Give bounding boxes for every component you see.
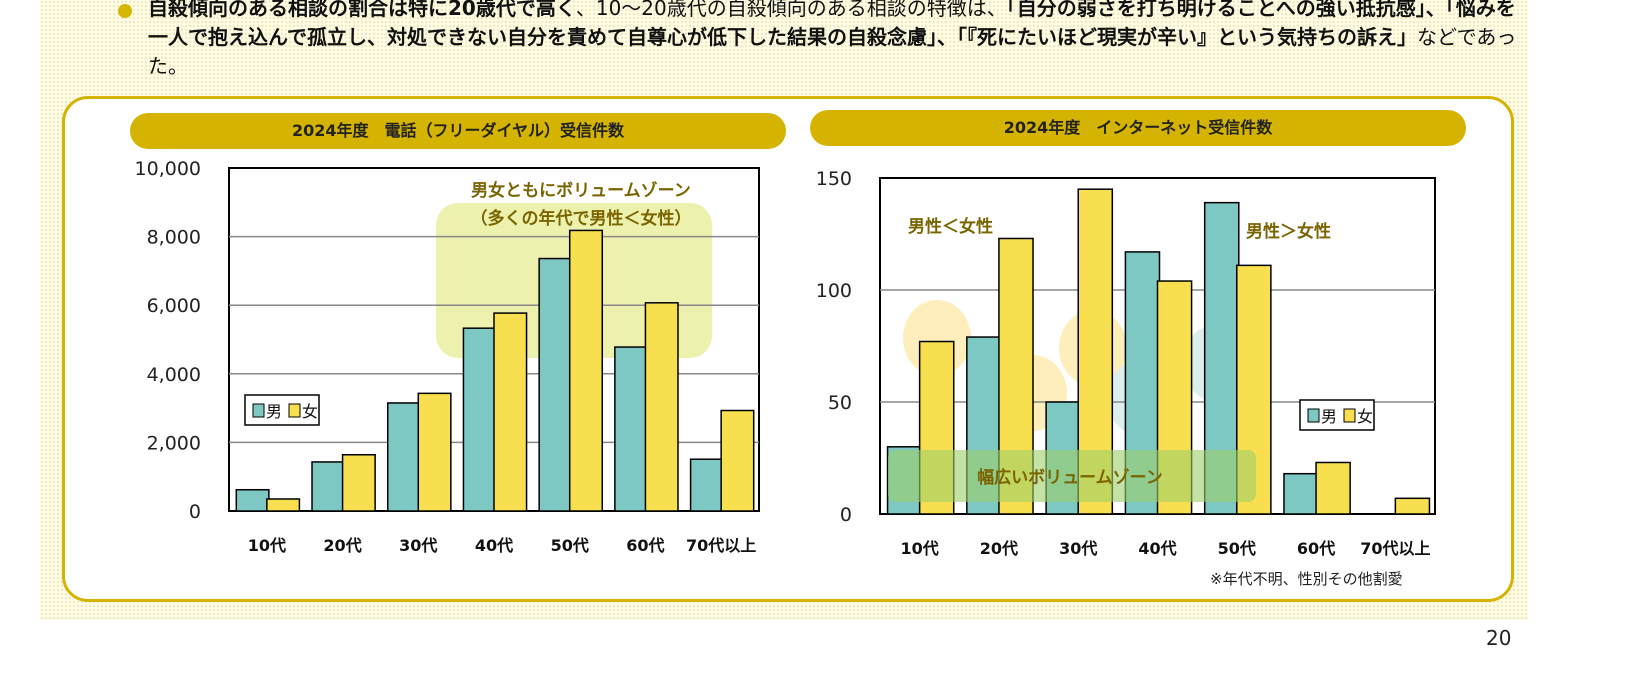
legend-label: 女: [302, 402, 318, 421]
bar-female: [266, 498, 301, 512]
legend-box: [1299, 399, 1375, 431]
annotation-volume-zone: 男女ともにボリュームゾーン: [471, 180, 691, 201]
y-tick-label: 2,000: [147, 432, 201, 454]
volume-zone-highlight: [888, 450, 1256, 502]
legend-swatch-male: [252, 403, 265, 418]
x-tick-label: 60代: [626, 536, 664, 555]
y-tick-label: 150: [816, 168, 852, 190]
annotation-male-greater: 男性＞女性: [1246, 221, 1331, 242]
x-tick-label: 30代: [399, 536, 437, 555]
y-tick-label: 0: [840, 504, 852, 526]
bar-male: [689, 458, 724, 512]
bar-male: [235, 488, 270, 512]
y-tick-label: 100: [816, 280, 852, 302]
annotation-volume-zone: 幅広いボリュームゾーン: [977, 467, 1163, 488]
y-tick-label: 8,000: [147, 227, 201, 249]
legend-label: 男: [266, 402, 282, 421]
bar-male: [386, 402, 422, 512]
legend-label: 女: [1357, 407, 1373, 426]
bar-male: [462, 327, 497, 512]
bar-female: [341, 453, 376, 512]
summary-text: 自殺傾向のある相談の割合は特に20歳代で高く、10〜20歳代の自殺傾向のある相談…: [118, 0, 1522, 81]
phone-chart: 0 2,000 4,000 6,000 8,000 10,000 10代 20代 30代 40代 5…: [135, 158, 760, 555]
bar-male: [311, 461, 346, 512]
bar-male: [1283, 472, 1319, 515]
y-tick-label: 50: [828, 392, 852, 414]
bar-female: [644, 302, 679, 512]
x-tick-label: 20代: [980, 539, 1018, 558]
annotation-volume-zone-detail: （多くの年代で男性＜女性）: [471, 208, 692, 229]
y-tick-label: 10,000: [135, 158, 201, 180]
page-number: 20: [1486, 626, 1512, 650]
annotation-male-less: 男性＜女性: [908, 216, 993, 237]
x-tick-label: 50代: [551, 536, 589, 555]
x-tick-label: 30代: [1059, 539, 1097, 558]
x-tick-label: 40代: [1138, 539, 1176, 558]
summary-bold-2: 「自分の弱さを打ち明けることへの強い抵抗感」、「悩みを一人で抱え込んで孤立し、対…: [148, 0, 1516, 49]
x-tick-label: 10代: [901, 539, 939, 558]
legend-label: 男: [1321, 407, 1337, 426]
legend-swatch-male: [1307, 408, 1320, 423]
legend-swatch-female: [288, 403, 301, 418]
x-tick-label: 20代: [323, 536, 361, 555]
bar-male: [614, 346, 649, 512]
bar-female: [720, 409, 755, 512]
y-tick-label: 0: [189, 501, 201, 523]
x-tick-label: 40代: [475, 536, 513, 555]
charts-panel: [62, 96, 1514, 602]
bar-female: [1315, 461, 1351, 515]
chart-title-internet: 2024年度 インターネット受信件数: [810, 110, 1466, 146]
x-tick-label: 70代以上: [1360, 539, 1430, 558]
summary-normal-1: 、10〜20歳代の自殺傾向のある相談の特徴は、: [575, 0, 1007, 20]
internet-chart: 0 50 100 150 10代 20代 30代 40代 50代 60代 70代以上 幅広いボリューム…: [816, 168, 1436, 558]
bar-female: [417, 392, 452, 512]
x-tick-label: 50代: [1218, 539, 1256, 558]
x-tick-label: 60代: [1297, 539, 1335, 558]
bullet-icon: [118, 4, 132, 18]
bar-female: [1394, 497, 1431, 515]
x-tick-label: 70代以上: [686, 536, 756, 555]
summary-normal-2: などであった。: [148, 25, 1517, 78]
bar-female: [493, 312, 528, 512]
x-tick-label: 10代: [248, 536, 286, 555]
y-tick-label: 6,000: [147, 295, 201, 317]
bar-female: [568, 229, 604, 512]
chart-title-phone: 2024年度 電話（フリーダイヤル）受信件数: [130, 113, 786, 149]
summary-bold-1: 自殺傾向のある相談の割合は特に20歳代で高く: [148, 0, 576, 20]
legend-swatch-female: [1343, 408, 1356, 423]
footnote: ※年代不明、性別その他割愛: [1210, 570, 1403, 588]
bar-male: [538, 257, 573, 512]
y-tick-label: 4,000: [147, 364, 201, 386]
